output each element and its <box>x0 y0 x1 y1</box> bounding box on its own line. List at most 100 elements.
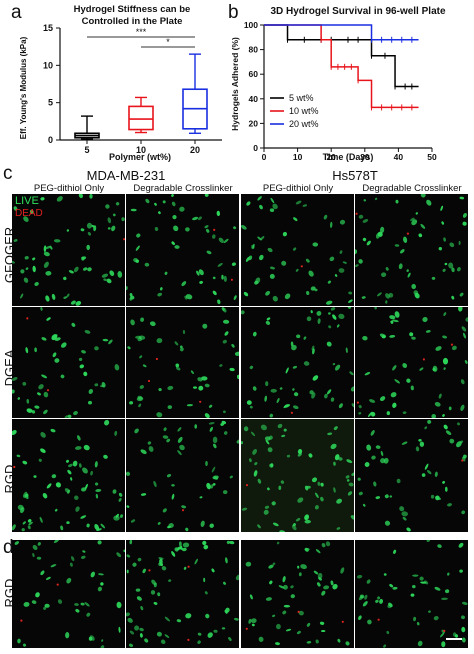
live-cell <box>333 461 336 466</box>
live-cell <box>66 229 70 232</box>
live-cell <box>22 491 28 498</box>
live-cell <box>145 198 150 204</box>
live-cell <box>438 393 442 399</box>
live-cell <box>197 216 202 221</box>
live-cell <box>141 493 147 496</box>
live-cell <box>290 341 294 347</box>
survival-legend: 5 wt% 10 wt% 20 wt% <box>270 93 319 129</box>
dead-cell <box>422 358 425 361</box>
live-cell <box>459 292 464 297</box>
live-cell <box>458 542 464 548</box>
live-cell <box>364 372 371 376</box>
live-cell <box>420 194 426 198</box>
live-cell <box>90 470 93 476</box>
live-cell <box>46 576 51 580</box>
live-cell <box>424 463 429 470</box>
live-cell <box>83 444 90 451</box>
live-cell <box>395 199 399 204</box>
live-cell <box>185 527 189 532</box>
live-cell <box>251 431 255 437</box>
live-cell <box>46 317 51 321</box>
live-cell <box>197 377 203 382</box>
live-cell <box>304 514 310 521</box>
survival-x-tick-label: 40 <box>394 152 404 162</box>
live-cell <box>126 554 131 558</box>
live-cell <box>252 331 257 337</box>
live-cell <box>103 278 107 281</box>
live-cell <box>381 334 386 339</box>
live-cell <box>129 630 135 635</box>
live-cell <box>158 557 164 560</box>
live-cell <box>459 569 463 573</box>
micrograph-r4-c4 <box>355 540 468 648</box>
live-cell <box>34 347 37 353</box>
live-cell <box>418 438 422 442</box>
live-cell <box>157 592 161 597</box>
live-cell <box>126 569 129 574</box>
live-cell <box>377 292 382 297</box>
live-cell <box>380 458 386 464</box>
micrograph-r3-c4 <box>355 419 468 532</box>
micrograph-background <box>126 419 239 532</box>
live-cell <box>416 622 420 626</box>
live-cell <box>107 217 112 224</box>
live-cell <box>251 618 257 624</box>
live-cell <box>241 441 244 445</box>
live-cell <box>45 270 52 276</box>
live-cell <box>98 573 104 576</box>
live-cell <box>32 553 35 558</box>
live-cell <box>419 441 425 447</box>
live-cell <box>182 542 190 548</box>
live-cell <box>399 506 405 512</box>
live-cell <box>67 469 72 475</box>
dead-cell <box>199 400 202 403</box>
micrograph-background <box>126 540 239 648</box>
live-cell <box>338 403 343 409</box>
live-cell <box>313 570 319 575</box>
live-cell <box>321 630 326 632</box>
live-cell <box>168 523 174 528</box>
cell-scatter <box>355 419 468 532</box>
live-cell <box>135 245 140 251</box>
live-cell <box>33 475 37 478</box>
live-cell <box>190 370 194 374</box>
cell-scatter <box>126 307 239 418</box>
live-cell <box>414 292 420 299</box>
live-cell <box>272 295 278 302</box>
live-cell <box>104 419 110 426</box>
live-cell <box>42 492 48 499</box>
live-cell <box>88 389 94 394</box>
live-cell <box>321 543 326 548</box>
live-cell <box>206 250 212 255</box>
micrograph-r1-c4 <box>355 194 468 306</box>
live-cell <box>22 381 27 386</box>
live-cell <box>326 341 332 347</box>
live-cell <box>154 202 157 206</box>
live-cell <box>167 385 174 391</box>
live-cell <box>270 388 277 393</box>
live-cell <box>179 345 183 349</box>
live-cell <box>458 307 463 312</box>
live-cell <box>346 459 353 464</box>
live-cell <box>223 275 227 282</box>
live-cell <box>130 319 135 326</box>
live-cell <box>100 523 106 529</box>
live-cell <box>330 580 334 586</box>
survival-x-tick-label: 0 <box>262 152 267 162</box>
live-cell <box>332 583 338 590</box>
live-cell <box>205 613 210 619</box>
live-cell <box>282 231 288 237</box>
live-cell <box>375 496 381 500</box>
live-cell <box>249 594 253 600</box>
live-cell <box>403 236 408 243</box>
live-cell <box>180 347 184 352</box>
box-y-tick-label: 0 <box>48 135 53 145</box>
live-cell <box>50 428 56 433</box>
live-cell <box>176 366 181 371</box>
live-cell <box>283 604 291 608</box>
live-cell <box>163 427 167 432</box>
live-cell <box>40 307 43 311</box>
dead-cell <box>147 379 151 383</box>
live-cell <box>204 225 209 229</box>
dead-cell <box>290 411 293 414</box>
